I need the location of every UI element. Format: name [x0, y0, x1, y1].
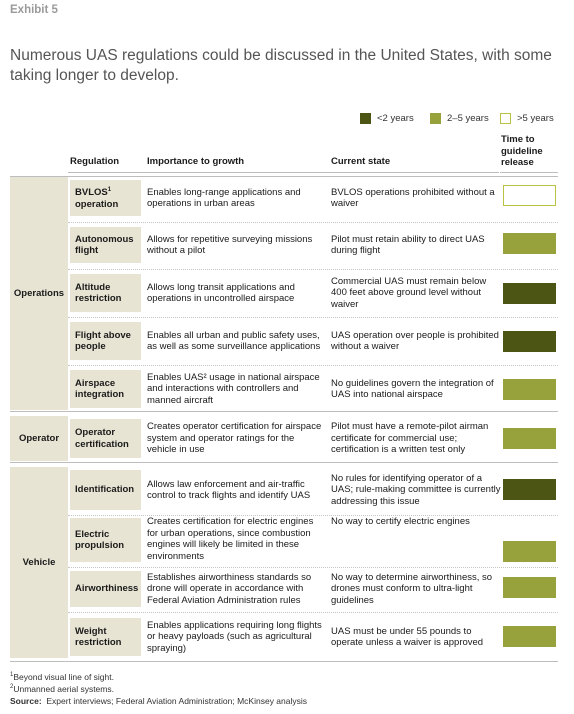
- regulation-name: Identification: [70, 470, 141, 510]
- header-regulation: Regulation: [70, 156, 120, 167]
- headline: Numerous UAS regulations could be discus…: [10, 47, 552, 84]
- legend-item-mid: 2–5 years: [430, 111, 489, 125]
- header-time: Time to guideline release: [501, 134, 543, 168]
- current-state-text: No way to determine airworthiness, so dr…: [331, 571, 493, 606]
- time-indicator-mid: [503, 379, 556, 400]
- regulation-name: Airspace integration: [70, 370, 141, 408]
- table-row: BVLOS1 operation Enables long-range appli…: [70, 178, 558, 218]
- current-state-text: UAS operation over people is prohibited …: [331, 329, 499, 353]
- legend-label: >5 years: [517, 112, 554, 124]
- group-label: Operations: [13, 288, 65, 299]
- regulation-name: Autonomous flight: [70, 227, 141, 263]
- regulation-text: BVLOS: [75, 187, 108, 199]
- group-vehicle: Vehicle: [10, 467, 68, 658]
- group-divider: [10, 176, 558, 177]
- source-label: Source:: [10, 696, 42, 706]
- header-current: Current state: [331, 156, 391, 167]
- footnote-2: 2Unmanned aerial systems.: [10, 684, 114, 694]
- legend-swatch-lt2: [360, 112, 371, 124]
- time-indicator-mid: [503, 428, 556, 449]
- importance-text: Creates certification for electric engin…: [147, 516, 314, 562]
- time-indicator-lt2: [503, 479, 556, 500]
- table-row: Airspace integration Enables UAS² usage …: [70, 368, 558, 410]
- row-divider: [68, 365, 558, 366]
- table-row: Operator certification Creates operator …: [70, 417, 558, 460]
- importance-text: Enables applications requiring long flig…: [147, 619, 322, 654]
- current-state-text: Commercial UAS must remain below 400 fee…: [331, 275, 487, 310]
- importance-text: Enables all urban and public safety uses…: [147, 329, 321, 353]
- regulation-name: Operator certification: [70, 419, 141, 458]
- legend-swatch-mid: [430, 112, 441, 124]
- legend-label: <2 years: [377, 112, 414, 124]
- exhibit-label: Exhibit 5: [10, 4, 58, 16]
- current-state-text: No way to certify electric engines: [331, 516, 470, 527]
- table-row: Electric propulsion Creates certificatio…: [70, 516, 558, 564]
- table-row: Identification Allows law enforcement an…: [70, 468, 558, 512]
- regulation-text: operation: [75, 199, 119, 211]
- regulation-name: Airworthiness: [70, 571, 141, 607]
- footnote-text: Beyond visual line of sight.: [13, 672, 114, 682]
- group-operator: Operator: [10, 416, 68, 461]
- row-divider: [68, 222, 558, 223]
- current-state-text: UAS must be under 55 pounds to operate u…: [331, 625, 484, 649]
- regulation-name: Electric propulsion: [70, 518, 141, 562]
- time-indicator-lt2: [503, 283, 556, 304]
- time-indicator-mid: [503, 233, 556, 254]
- current-state-text: No guidelines govern the integration of …: [331, 377, 494, 401]
- regulation-name: Weight restriction: [70, 618, 141, 656]
- header-divider: [68, 172, 499, 173]
- table-bottom-rule: [10, 661, 558, 662]
- regulation-name: BVLOS1 operation: [70, 180, 141, 216]
- row-divider: [68, 317, 558, 318]
- importance-text: Allows long transit applications and ope…: [147, 281, 295, 305]
- table-row: Weight restriction Enables applications …: [70, 616, 558, 658]
- importance-text: Establishes airworthiness standards so d…: [147, 571, 312, 606]
- legend-label: 2–5 years: [447, 112, 489, 124]
- source-note: Source: Expert interviews; Federal Aviat…: [10, 696, 307, 706]
- table-row: Airworthiness Establishes airworthiness …: [70, 569, 558, 609]
- time-indicator-lt2: [503, 331, 556, 352]
- row-divider: [68, 612, 558, 613]
- current-state-text: Pilot must have a remote-pilot airman ce…: [331, 421, 489, 456]
- row-divider: [68, 515, 558, 516]
- importance-text: Enables UAS² usage in national airspace …: [147, 371, 320, 406]
- current-state-text: Pilot must retain ability to direct UAS …: [331, 233, 485, 257]
- header-divider: [500, 172, 558, 173]
- row-divider: [68, 567, 558, 568]
- header-importance: Importance to growth: [147, 156, 245, 167]
- time-indicator-mid: [503, 541, 556, 562]
- source-text: Expert interviews; Federal Aviation Admi…: [46, 696, 308, 706]
- legend-item-lt2: <2 years: [360, 111, 414, 125]
- importance-text: Allows for repetitive surveying missions…: [147, 233, 313, 257]
- time-indicator-mid: [503, 626, 556, 647]
- group-operations: Operations: [10, 177, 68, 410]
- group-label: Vehicle: [22, 557, 56, 568]
- importance-text: Allows law enforcement and air-traffic c…: [147, 478, 311, 502]
- current-state-text: BVLOS operations prohibited without a wa…: [331, 186, 495, 210]
- group-divider: [10, 411, 558, 412]
- table-row: Altitude restriction Allows long transit…: [70, 272, 558, 314]
- footnote-mark: 1: [107, 187, 112, 194]
- legend-item-gt5: >5 years: [500, 111, 554, 125]
- table-row: Autonomous flight Allows for repetitive …: [70, 225, 558, 265]
- time-indicator-mid: [503, 577, 556, 598]
- group-divider: [10, 462, 558, 463]
- regulation-name: Altitude restriction: [70, 274, 141, 312]
- legend-swatch-gt5: [500, 112, 511, 124]
- table-row: Flight above people Enables all urban an…: [70, 320, 558, 362]
- regulation-name: Flight above people: [70, 322, 141, 360]
- time-indicator-gt5: [503, 185, 556, 206]
- importance-text: Enables long-range applications and oper…: [147, 186, 301, 210]
- footnote-1: 1Beyond visual line of sight.: [10, 672, 114, 682]
- group-label: Operator: [18, 433, 60, 444]
- footnote-text: Unmanned aerial systems.: [13, 684, 114, 694]
- row-divider: [68, 269, 558, 270]
- current-state-text: No rules for identifying operator of a U…: [331, 472, 501, 507]
- importance-text: Creates operator certification for airsp…: [147, 421, 322, 456]
